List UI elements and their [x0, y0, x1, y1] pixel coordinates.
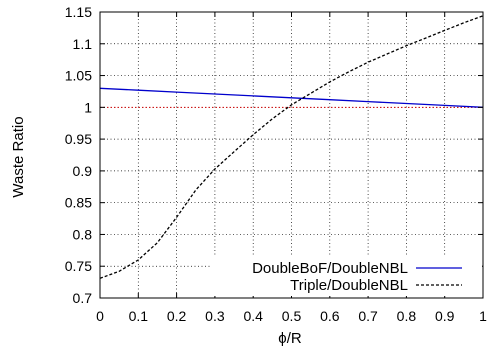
y-tick-label: 0.9	[73, 163, 93, 179]
x-axis-label: ϕ/R	[278, 330, 302, 347]
legend: DoubleBoF/DoubleNBL Triple/DoubleNBL	[210, 256, 482, 296]
y-tick-label: 1.05	[65, 68, 92, 84]
y-tick-label: 0.85	[65, 195, 92, 211]
series-line-1	[99, 15, 484, 279]
series-line-0	[99, 87, 484, 108]
x-tick-label: 0.1	[129, 308, 149, 324]
legend-label-triple: Triple/DoubleNBL	[290, 277, 408, 294]
x-tick-labels: 0 0.1 0.2 0.3 0.4 0.5 0.6 0.7 0.8 0.9 1	[96, 308, 487, 324]
y-tick-label: 1.1	[73, 36, 93, 52]
y-tick-label: 0.75	[65, 258, 92, 274]
x-tick-label: 0.2	[167, 308, 187, 324]
x-tick-label: 0.9	[435, 308, 455, 324]
x-tick-label: 1	[479, 308, 487, 324]
y-tick-label: 1.15	[65, 4, 92, 20]
x-tick-label: 0.4	[243, 308, 263, 324]
legend-label-doublebof: DoubleBoF/DoubleNBL	[252, 260, 408, 277]
y-tick-label: 0.7	[73, 290, 93, 306]
grid-lines	[100, 12, 483, 298]
y-tick-labels: 0.7 0.75 0.8 0.85 0.9 0.95 1 1.05 1.1 1.15	[65, 4, 92, 306]
plot-series	[99, 15, 484, 279]
x-tick-label: 0.8	[397, 308, 417, 324]
y-axis-label: Waste Ratio	[10, 116, 27, 197]
x-tick-label: 0.5	[282, 308, 302, 324]
x-tick-label: 0	[96, 308, 104, 324]
y-tick-label: 0.8	[73, 226, 93, 242]
legend-background	[210, 256, 482, 296]
y-tick-label: 1	[84, 99, 92, 115]
x-tick-label: 0.3	[205, 308, 225, 324]
x-tick-label: 0.7	[358, 308, 378, 324]
y-tick-label: 0.95	[65, 131, 92, 147]
axis-ticks	[99, 11, 484, 299]
x-tick-label: 0.6	[320, 308, 340, 324]
